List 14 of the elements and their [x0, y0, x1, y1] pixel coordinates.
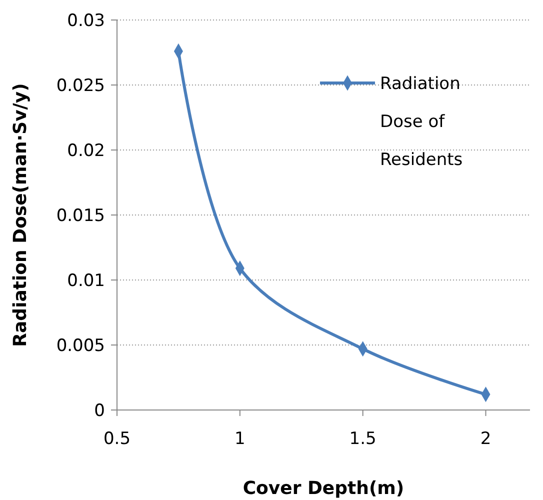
x-axis-title: Cover Depth(m): [242, 478, 404, 499]
y-tick-label: 0.025: [56, 76, 105, 96]
y-tick-label: 0.03: [67, 10, 105, 31]
y-tick-label: 0: [94, 400, 105, 421]
y-axis-title: Radiation Dose(man·Sv/y): [10, 83, 31, 347]
y-tick-label: 0.015: [56, 206, 105, 226]
y-tick-label: 0.005: [56, 336, 105, 356]
x-tick-label: 1.5: [349, 429, 376, 449]
legend-label: Radiation Dose of Residents: [380, 74, 463, 170]
x-tick-label: 1: [234, 429, 246, 449]
y-tick-label: 0.02: [67, 140, 105, 161]
y-tick-label: 0.01: [67, 270, 105, 291]
x-tick-label: 2: [480, 429, 492, 449]
x-tick-label: 0.5: [103, 429, 131, 449]
